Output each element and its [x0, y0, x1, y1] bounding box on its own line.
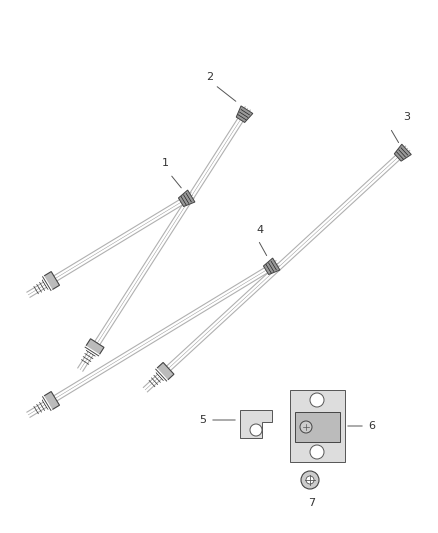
Circle shape — [310, 445, 324, 459]
Text: 4: 4 — [256, 225, 264, 235]
Circle shape — [250, 424, 262, 436]
FancyBboxPatch shape — [290, 390, 345, 462]
Text: 7: 7 — [308, 498, 315, 508]
Text: 1: 1 — [162, 158, 169, 168]
Text: 3: 3 — [403, 112, 410, 122]
Polygon shape — [42, 392, 60, 410]
Polygon shape — [42, 278, 50, 290]
Polygon shape — [85, 339, 104, 356]
Polygon shape — [86, 348, 98, 356]
FancyBboxPatch shape — [295, 412, 340, 442]
Polygon shape — [156, 370, 166, 381]
Polygon shape — [263, 258, 280, 274]
Polygon shape — [178, 190, 195, 206]
Polygon shape — [240, 410, 272, 438]
Text: 6: 6 — [368, 421, 375, 431]
Circle shape — [310, 393, 324, 407]
Circle shape — [306, 476, 314, 484]
Polygon shape — [42, 272, 60, 290]
Polygon shape — [156, 362, 174, 381]
Circle shape — [301, 471, 319, 489]
Polygon shape — [236, 106, 253, 123]
Text: 2: 2 — [206, 72, 214, 82]
Text: 5: 5 — [199, 415, 206, 425]
Polygon shape — [42, 398, 50, 410]
Polygon shape — [394, 144, 411, 161]
Circle shape — [300, 421, 312, 433]
